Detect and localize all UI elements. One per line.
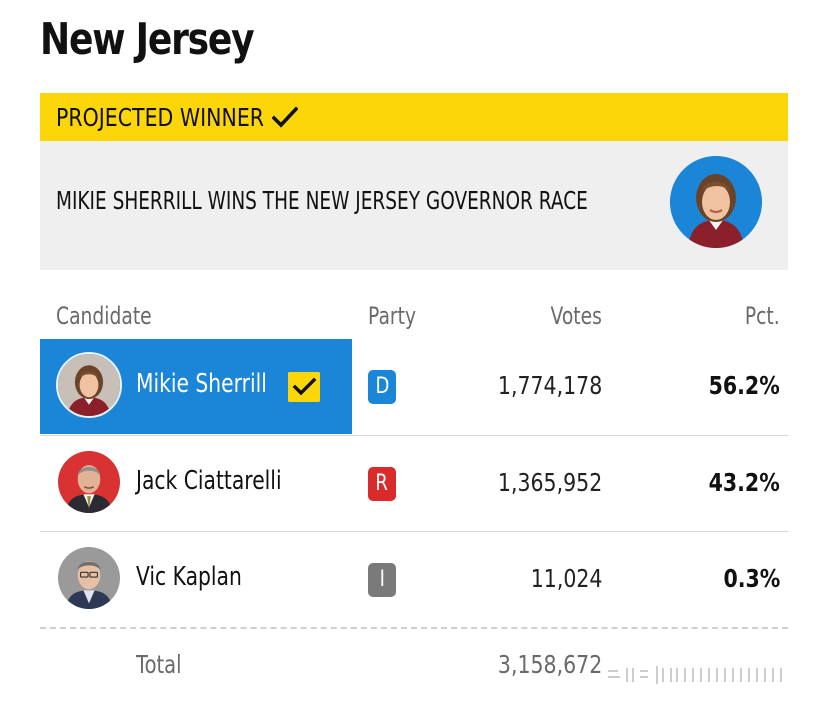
column-header-pct[interactable]: Pct.	[745, 302, 780, 330]
total-label: Total	[136, 650, 182, 679]
winner-portrait-icon	[670, 156, 762, 248]
candidate-cell[interactable]: Mikie Sherrill	[40, 339, 352, 434]
table-row[interactable]: Vic Kaplan I 11,024 0.3%	[40, 531, 788, 626]
vote-percentage: 0.3%	[723, 564, 780, 593]
winner-announcement-panel[interactable]: MIKIE SHERRILL WINS THE NEW JERSEY GOVER…	[40, 141, 788, 270]
avatar	[56, 449, 122, 515]
column-header-votes[interactable]: Votes	[550, 302, 602, 330]
column-header-candidate[interactable]: Candidate	[56, 302, 152, 330]
projected-winner-banner: PROJECTED WINNER	[40, 93, 788, 141]
column-header-party[interactable]: Party	[368, 302, 417, 330]
avatar	[56, 352, 122, 418]
party-badge: D	[368, 370, 396, 404]
party-badge: R	[368, 467, 396, 501]
table-row[interactable]: Mikie Sherrill D 1,774,178 56.2%	[40, 339, 788, 434]
vote-percentage: 43.2%	[708, 468, 780, 497]
table-row[interactable]: Jack Ciattarelli R 1,365,952 43.2%	[40, 435, 788, 530]
watermark-icon	[608, 666, 782, 684]
vote-count: 11,024	[530, 564, 602, 593]
candidate-name: Jack Ciattarelli	[136, 466, 282, 496]
vote-percentage: 56.2%	[708, 371, 780, 400]
candidate-name: Mikie Sherrill	[136, 369, 267, 399]
checkmark-icon	[272, 106, 298, 128]
winner-check-icon	[288, 372, 320, 402]
candidate-cell[interactable]: Jack Ciattarelli	[40, 436, 352, 530]
vote-count: 1,365,952	[497, 468, 602, 497]
total-divider	[40, 627, 788, 629]
winner-headline: MIKIE SHERRILL WINS THE NEW JERSEY GOVER…	[56, 186, 588, 215]
page-title: New Jersey	[40, 14, 255, 65]
vote-count: 1,774,178	[497, 371, 602, 400]
avatar	[56, 545, 122, 611]
total-votes: 3,158,672	[497, 650, 602, 679]
projected-winner-label: PROJECTED WINNER	[56, 102, 265, 132]
candidate-cell[interactable]: Vic Kaplan	[40, 532, 352, 626]
candidate-name: Vic Kaplan	[136, 562, 242, 592]
party-badge: I	[368, 563, 396, 597]
